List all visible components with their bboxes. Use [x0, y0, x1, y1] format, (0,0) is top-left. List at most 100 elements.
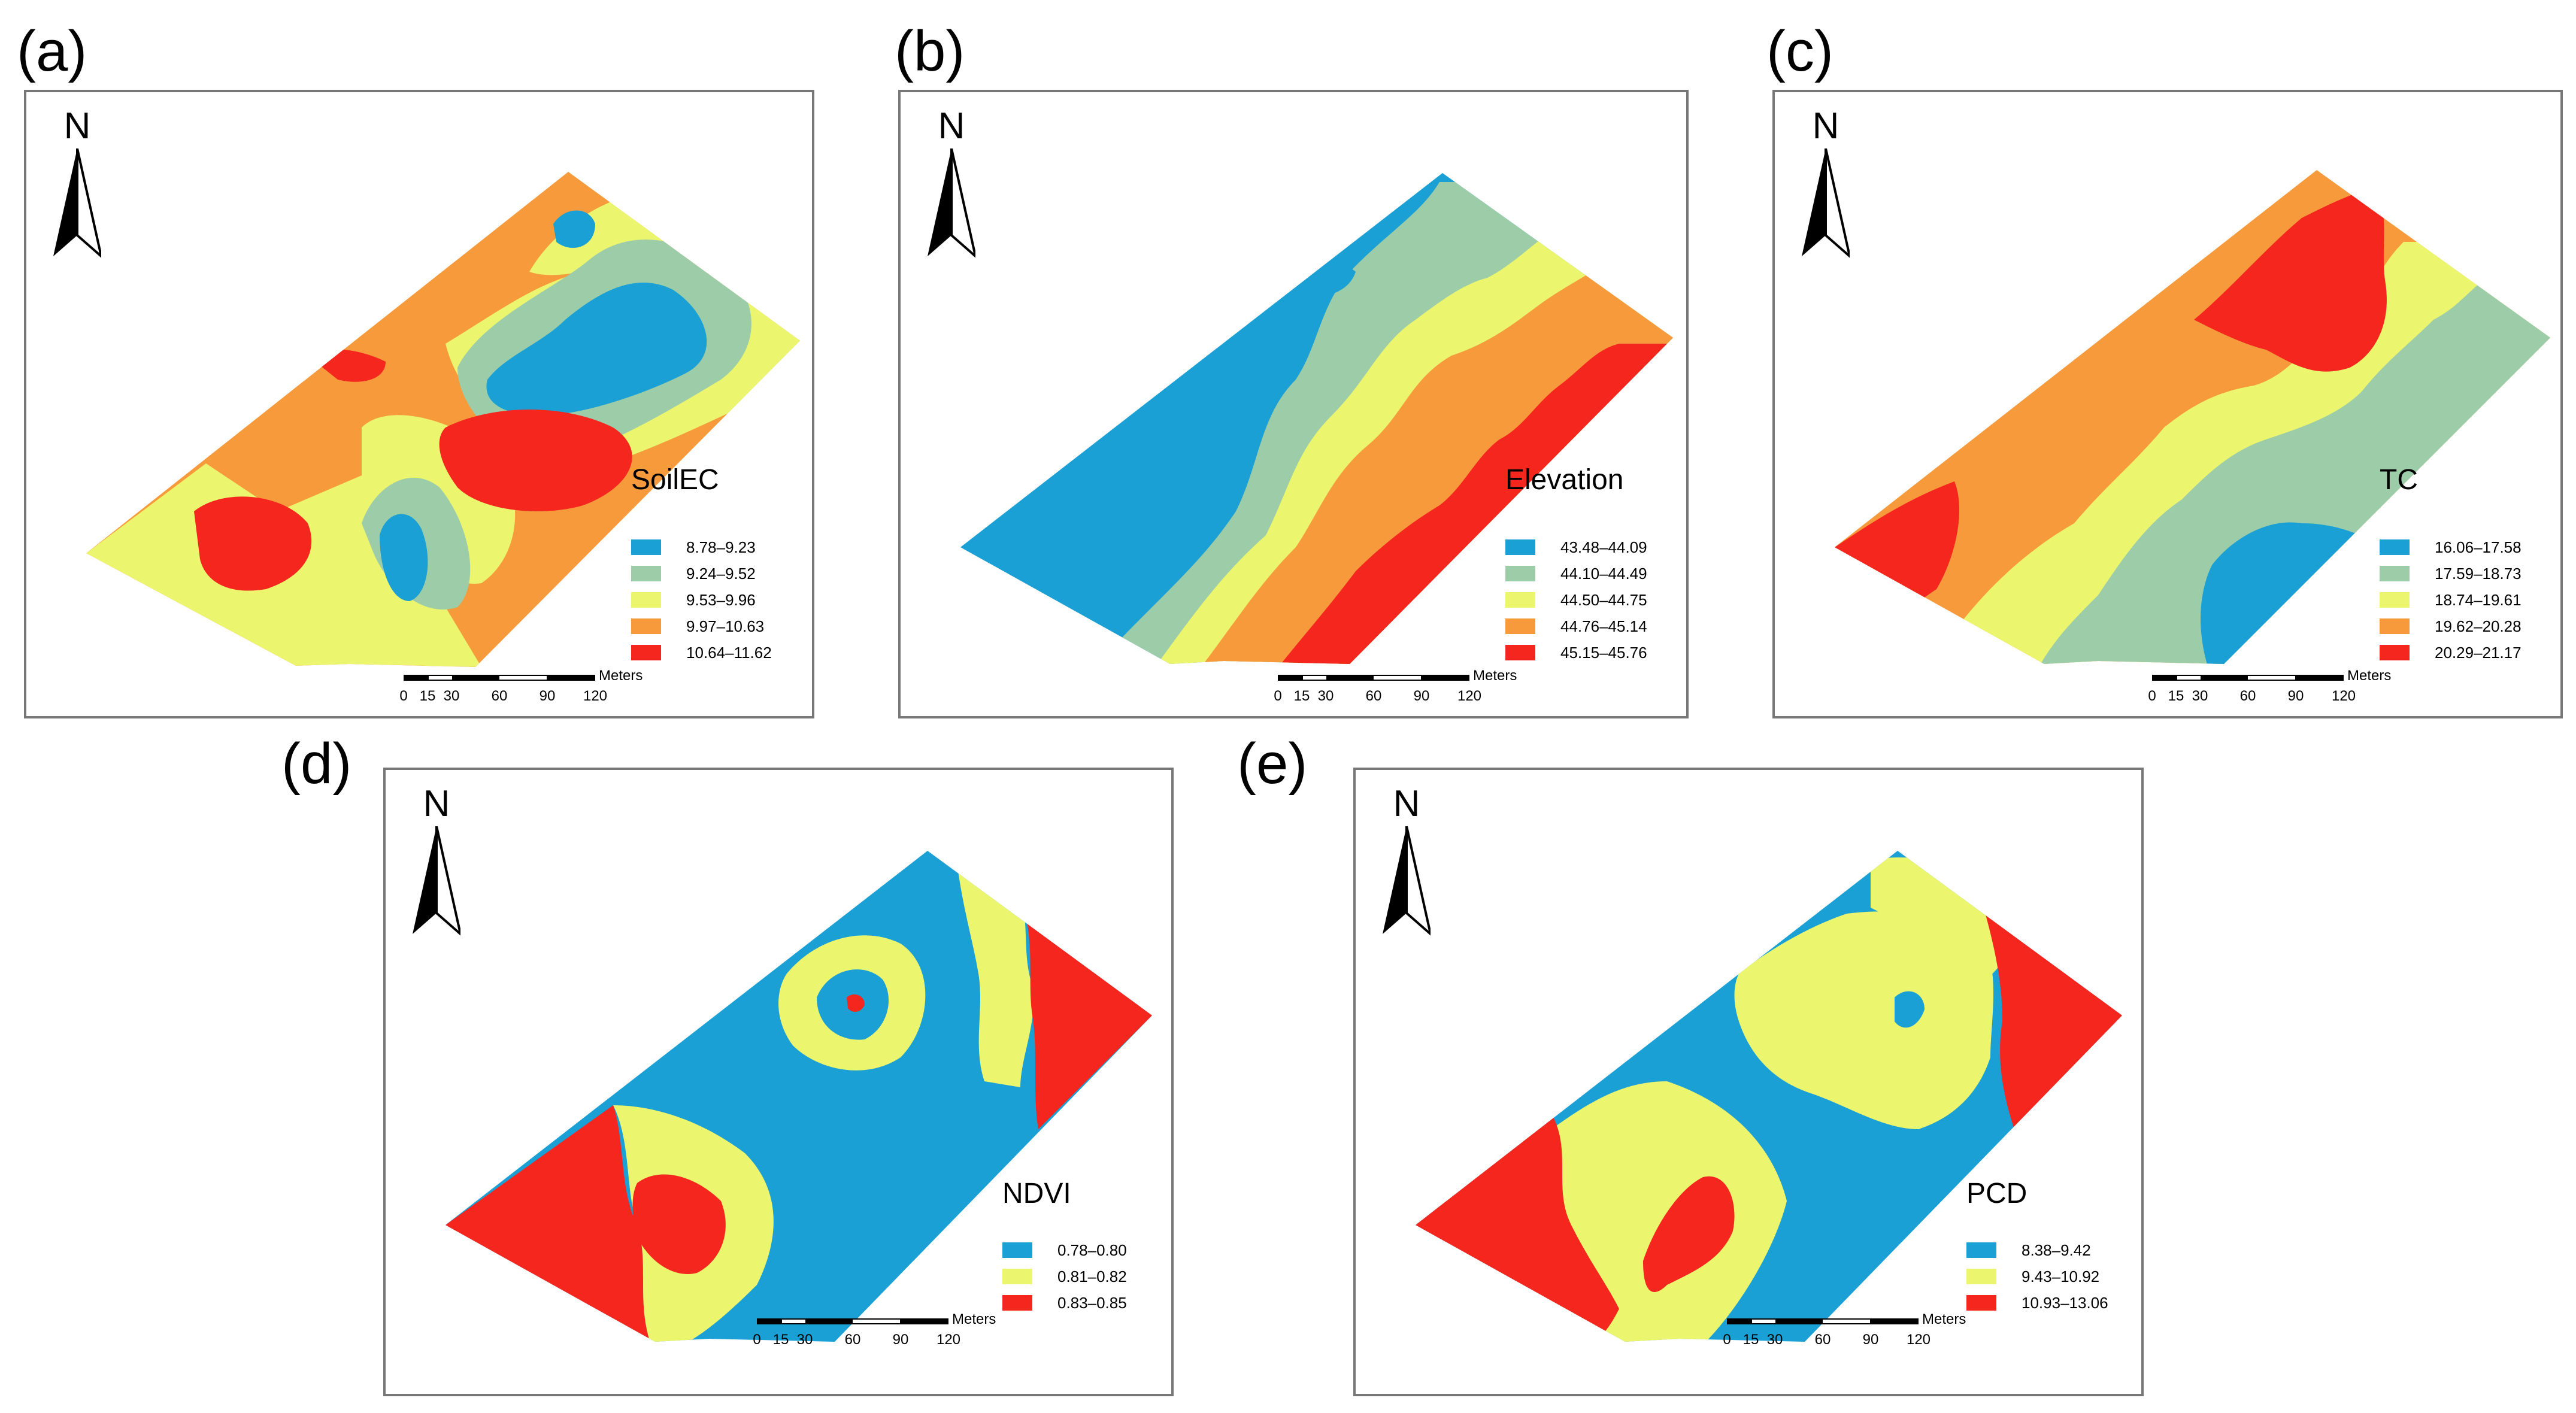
scale-bar: Meters 0 15 30 60 90 120 — [1274, 668, 1517, 712]
variable-label-pcd: PCD — [1966, 1178, 2028, 1209]
legend-item: 16.06–17.58 — [2380, 534, 2522, 560]
legend-range: 0.81–0.82 — [1057, 1267, 1127, 1285]
legend-item: 10.64–11.62 — [631, 639, 772, 666]
legend-item: 20.29–21.17 — [2380, 639, 2522, 666]
scale-tick-label: 30 — [2192, 688, 2208, 704]
north-label: N — [63, 105, 91, 147]
legend-ndvi: 0.78–0.80 0.81–0.82 0.83–0.85 — [1002, 1237, 1127, 1316]
legend-range: 16.06–17.58 — [2435, 538, 2522, 556]
legend-range: 9.53–9.96 — [686, 590, 756, 609]
tc-class-4-zone — [1835, 481, 1960, 631]
soilec-class-4-zone — [439, 410, 632, 511]
scale-unit: Meters — [1922, 1311, 1966, 1327]
legend-swatch — [631, 618, 661, 634]
ndvi-class-2-zone — [446, 1105, 649, 1342]
scale-bar-segment — [405, 676, 429, 680]
scale-bar-segment — [547, 676, 594, 680]
scale-tick-label: 120 — [1906, 1332, 1931, 1348]
scale-tick-label: 90 — [539, 688, 556, 704]
scale-tick-label: 120 — [2331, 688, 2356, 704]
legend-item: 9.24–9.52 — [631, 560, 772, 587]
legend-range: 10.93–13.06 — [2022, 1293, 2108, 1312]
legend-item: 0.81–0.82 — [1002, 1263, 1127, 1290]
ndvi-class-1-zone — [778, 935, 926, 1071]
legend-range: 44.50–44.75 — [1560, 590, 1647, 609]
scale-tick-label: 30 — [1766, 1332, 1783, 1348]
legend-item: 8.38–9.42 — [1966, 1237, 2108, 1263]
variable-label-tc: TC — [2380, 464, 2418, 496]
legend-range: 19.62–20.28 — [2435, 617, 2522, 635]
legend-range: 18.74–19.61 — [2435, 590, 2522, 609]
legend-swatch — [2380, 539, 2410, 555]
legend-swatch — [1966, 1295, 1996, 1311]
north-arrow-icon — [413, 826, 460, 936]
legend-item: 43.48–44.09 — [1505, 534, 1647, 560]
scale-tick-label: 90 — [1413, 688, 1430, 704]
panel-label-d: (d) — [281, 732, 352, 796]
legend-range: 17.59–18.73 — [2435, 564, 2522, 583]
north-label: N — [938, 105, 965, 147]
scale-tick-label: 0 — [2148, 688, 2156, 704]
scale-tick-label: 90 — [2287, 688, 2304, 704]
legend-swatch — [631, 566, 661, 581]
legend-item: 0.78–0.80 — [1002, 1237, 1127, 1263]
scale-tick-label: 0 — [753, 1332, 761, 1348]
north-label: N — [1393, 783, 1420, 824]
scale-tick-label: 120 — [936, 1332, 961, 1348]
north-arrow: N — [1380, 786, 1434, 946]
scale-bar-track — [1278, 675, 1469, 681]
map-panel-tc: N TC 16.06–17.58 17.59–18.73 18.74–19.61… — [1772, 90, 2563, 718]
scale-tick-label: 60 — [491, 688, 508, 704]
legend-item: 9.43–10.92 — [1966, 1263, 2108, 1290]
north-arrow: N — [925, 108, 978, 268]
legend-item: 44.50–44.75 — [1505, 587, 1647, 613]
panel-label-a: (a) — [17, 19, 87, 83]
legend-range: 9.97–10.63 — [686, 617, 765, 635]
legend-item: 10.93–13.06 — [1966, 1290, 2108, 1316]
soilec-class-2-zone — [362, 415, 516, 584]
soilec-class-1-zone — [457, 239, 751, 463]
scale-tick-label: 60 — [844, 1332, 861, 1348]
panel-label-e: (e) — [1237, 732, 1308, 796]
legend-swatch — [2380, 618, 2410, 634]
ndvi-class-2-zone — [1014, 878, 1152, 1129]
variable-label-elevation: Elevation — [1505, 464, 1624, 496]
scale-bar-segment — [1728, 1320, 1752, 1323]
legend-item: 44.10–44.49 — [1505, 560, 1647, 587]
legend-range: 0.83–0.85 — [1057, 1293, 1127, 1312]
north-label: N — [1812, 105, 1839, 147]
scale-tick-label: 90 — [892, 1332, 909, 1348]
scale-unit: Meters — [952, 1311, 996, 1327]
ndvi-class-1-zone — [613, 1105, 774, 1342]
legend-pcd: 8.38–9.42 9.43–10.92 10.93–13.06 — [1966, 1237, 2108, 1316]
legend-range: 45.15–45.76 — [1560, 643, 1647, 662]
scale-bar: Meters 0 15 30 60 90 120 — [753, 1311, 996, 1356]
scale-tick-label: 30 — [443, 688, 460, 704]
soilec-class-4-zone — [194, 496, 312, 591]
legend-swatch — [1002, 1295, 1032, 1311]
north-arrow-icon — [1802, 148, 1850, 258]
scale-tick-label: 60 — [2239, 688, 2256, 704]
panel-label-b: (b) — [895, 19, 965, 83]
scale-tick-label: 0 — [399, 688, 408, 704]
legend-range: 43.48–44.09 — [1560, 538, 1647, 556]
legend-swatch — [1505, 592, 1535, 608]
scale-tick-label: 30 — [796, 1332, 813, 1348]
legend-swatch — [2380, 645, 2410, 660]
scale-bar-segment — [452, 676, 499, 680]
soilec-class-0-zone — [380, 514, 428, 601]
soilec-class-1-zone — [362, 477, 471, 610]
legend-soilec: 8.78–9.23 9.24–9.52 9.53–9.96 9.97–10.63… — [631, 534, 772, 666]
legend-range: 9.24–9.52 — [686, 564, 756, 583]
scale-tick-label: 60 — [1365, 688, 1382, 704]
legend-swatch — [1505, 645, 1535, 660]
legend-swatch — [631, 592, 661, 608]
soilec-class-0-zone — [553, 210, 595, 248]
scale-tick-label: 120 — [1457, 688, 1482, 704]
scale-bar-segment — [2153, 676, 2177, 680]
legend-swatch — [1966, 1269, 1996, 1284]
north-arrow-icon — [928, 148, 975, 258]
legend-swatch — [2380, 592, 2410, 608]
legend-item: 8.78–9.23 — [631, 534, 772, 560]
scale-bar-segment — [1326, 676, 1374, 680]
